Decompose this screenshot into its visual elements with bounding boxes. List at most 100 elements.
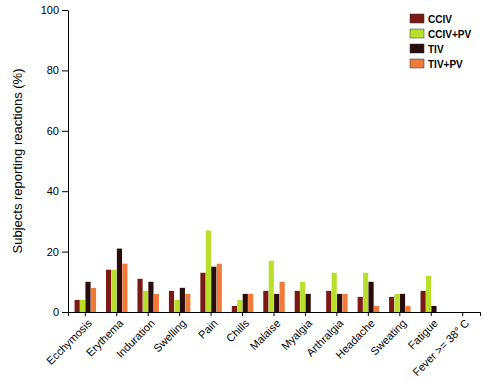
bar — [169, 291, 174, 312]
y-tick-label: 0 — [53, 306, 59, 318]
bar — [326, 291, 331, 312]
bar — [122, 264, 127, 312]
bar — [75, 300, 80, 312]
bar — [143, 291, 148, 312]
x-tick-label: Sweating — [368, 317, 408, 357]
legend-label: CCIV+PV — [428, 29, 471, 40]
bar — [342, 294, 347, 312]
bar — [437, 312, 442, 313]
y-tick: 60 — [47, 125, 68, 137]
bar — [295, 291, 300, 312]
x-tick: Malaise — [247, 312, 282, 352]
bar — [237, 300, 242, 312]
x-tick-label: Fever >= 38° C — [410, 317, 471, 378]
x-tick-label: Induration — [114, 317, 157, 360]
bar — [180, 288, 185, 312]
y-axis-title: Subjects reporting reactions (%) — [10, 69, 25, 254]
bar — [211, 267, 216, 312]
x-tick-mark — [462, 312, 463, 316]
y-tick-mark — [62, 191, 68, 192]
bar — [457, 312, 462, 313]
bar — [368, 282, 373, 312]
y-tick: 100 — [41, 4, 68, 16]
x-tick-mark — [242, 312, 243, 316]
bar — [395, 294, 400, 312]
bar — [300, 282, 305, 312]
bar — [206, 230, 211, 312]
x-tick: Headache — [333, 312, 377, 361]
legend-label: TIV — [428, 44, 444, 55]
bar — [200, 273, 205, 312]
x-tick-mark — [368, 312, 369, 316]
series — [91, 264, 411, 312]
x-tick-mark — [211, 312, 212, 316]
bar — [137, 279, 142, 312]
x-axis-line — [69, 313, 481, 317]
x-tick-label: Malaise — [247, 317, 282, 352]
x-tick-label: Headache — [333, 317, 377, 361]
x-tick-label: Swelling — [151, 317, 188, 354]
bar — [374, 306, 379, 312]
y-tick: 40 — [47, 185, 68, 197]
bar — [280, 282, 285, 312]
legend-label: CCIV — [428, 14, 452, 25]
x-tick: Induration — [114, 312, 157, 360]
y-tick-mark — [62, 10, 68, 11]
bar — [154, 294, 159, 312]
bar — [217, 264, 222, 312]
x-tick-mark — [148, 312, 149, 316]
bar — [274, 294, 279, 312]
x-tick: Chills — [224, 312, 252, 344]
y-tick-label: 20 — [47, 246, 59, 258]
x-tick-mark — [274, 312, 275, 316]
y-tick: 80 — [47, 64, 68, 76]
bar — [389, 297, 394, 312]
legend-swatch — [410, 44, 424, 53]
bar — [263, 291, 268, 312]
bar — [452, 312, 457, 313]
chart: 020406080100EcchymosisErythemaInduration… — [0, 0, 500, 388]
x-tick-label: Chills — [224, 317, 252, 345]
legend: CCIVCCIV+PVTIVTIV+PV — [410, 14, 471, 70]
plot: 020406080100EcchymosisErythemaInduration… — [41, 4, 481, 378]
bar — [243, 294, 248, 312]
x-tick-mark — [305, 312, 306, 316]
legend-swatch — [410, 14, 424, 23]
bar — [405, 306, 410, 312]
bar — [306, 294, 311, 312]
x-tick-mark — [179, 312, 180, 316]
legend-item: CCIV+PV — [410, 29, 471, 40]
bar — [80, 300, 85, 312]
bars — [75, 230, 437, 312]
bar — [111, 270, 116, 312]
bar — [311, 312, 316, 313]
y-axis-line — [68, 11, 69, 313]
bar — [332, 273, 337, 312]
legend-swatch — [410, 59, 424, 68]
legend-item: CCIV — [410, 14, 452, 25]
x-tick-label: Ecchymosis — [44, 317, 94, 367]
y-tick: 20 — [47, 246, 68, 258]
bar — [431, 306, 436, 312]
x-tick-mark — [431, 312, 432, 316]
x-tick: Fever >= 38° C — [410, 312, 471, 378]
bar — [269, 261, 274, 312]
x-tick: Ecchymosis — [44, 312, 94, 367]
bar — [468, 312, 473, 313]
bar — [117, 249, 122, 312]
y-axis: 0 20 40 60 80 100 — [41, 4, 69, 318]
bar — [337, 294, 342, 312]
x-tick-mark — [85, 312, 86, 316]
series — [80, 230, 431, 312]
y-tick-label: 80 — [47, 64, 59, 76]
bar — [248, 294, 253, 312]
x-tick-mark — [116, 312, 117, 316]
bar — [174, 300, 179, 312]
x-tick-mark — [399, 312, 400, 316]
x-tick: Pain — [196, 312, 220, 341]
bar — [185, 294, 190, 312]
bar — [400, 294, 405, 312]
y-tick-label: 60 — [47, 125, 59, 137]
x-tick: Swelling — [151, 312, 188, 354]
bar — [85, 282, 90, 312]
